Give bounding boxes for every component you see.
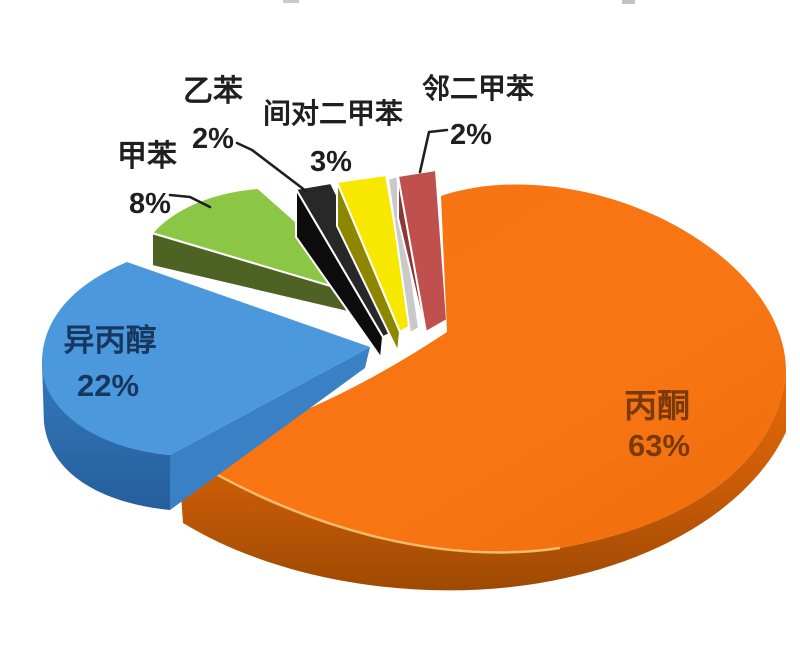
- label-isopropanol-pct: 22%: [77, 368, 139, 403]
- label-toluene-pct: 8%: [129, 188, 171, 220]
- isopropanol-slice-cut-side: [170, 347, 370, 510]
- label-toluene-name: 甲苯: [117, 140, 177, 173]
- cropped-title-fragment: [283, 0, 635, 4]
- pie-slice-acetone: [177, 184, 786, 591]
- acetone-rim-highlight: [177, 450, 561, 554]
- leader-line-o-xylene: [418, 128, 449, 174]
- pie-slice-isopropanol: [41, 262, 370, 510]
- gray-separator-wedge: [387, 175, 420, 334]
- acetone-slice-top: [178, 184, 786, 553]
- isopropanol-slice-arc-side: [42, 365, 170, 510]
- label-mp-xylene-pct: 3%: [310, 146, 352, 178]
- acetone-slice-side: [178, 373, 786, 591]
- label-mp-xylene-name: 间对二甲苯: [263, 98, 403, 129]
- label-acetone-pct: 63%: [628, 428, 690, 463]
- pie-slice-mp-xylene: [336, 174, 413, 353]
- label-ethylbenzene-pct: 2%: [192, 123, 234, 155]
- label-ethylbenzene-name: 乙苯: [183, 75, 243, 108]
- isopropanol-slice-top: [41, 262, 370, 455]
- label-o-xylene-pct: 2%: [450, 119, 492, 151]
- leader-line-ethylbenzene: [235, 141, 308, 193]
- label-isopropanol-name: 异丙醇: [64, 323, 157, 358]
- label-acetone-name: 丙酮: [624, 387, 690, 424]
- label-o-xylene-name: 邻二甲苯: [422, 72, 534, 104]
- leader-line-toluene: [168, 193, 212, 209]
- pie-slice-o-xylene: [397, 169, 448, 341]
